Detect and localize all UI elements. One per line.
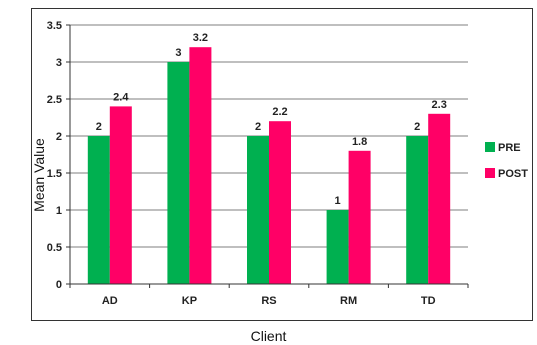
- data-label: 1: [335, 195, 341, 207]
- bar-post-rm: [348, 150, 371, 284]
- data-label: 3.2: [193, 32, 208, 44]
- bars: 2 2.4 3 3.2 2 2.2 1 1.8 2 2.3: [87, 32, 451, 285]
- bar-post-rs: [269, 121, 291, 284]
- data-label: 2.3: [432, 99, 447, 111]
- y-tick-label: 1.5: [47, 168, 62, 180]
- legend-swatch-post: [485, 168, 495, 178]
- data-label: 2: [255, 121, 261, 133]
- data-label: 1.8: [352, 136, 367, 148]
- y-tick-label: 3.5: [47, 20, 62, 32]
- y-tick-label: 1: [56, 205, 62, 217]
- data-label: 2: [96, 121, 102, 133]
- x-axis-title: Client: [250, 328, 287, 344]
- bar-pre-ad: [87, 136, 110, 284]
- data-label: 2: [414, 121, 420, 133]
- bar-pre-td: [406, 136, 429, 284]
- bar-pre-rs: [247, 136, 269, 284]
- y-tick-label: 0.5: [47, 242, 62, 254]
- legend: PRE POST: [485, 142, 528, 180]
- y-tick-label: 2: [56, 131, 62, 143]
- data-label: 2.2: [272, 106, 287, 118]
- data-label: 2.4: [113, 91, 129, 103]
- data-label: 3: [175, 47, 181, 59]
- bar-post-kp: [189, 47, 212, 285]
- x-tick-label: RM: [340, 295, 357, 307]
- y-tick-label: 0: [56, 279, 62, 291]
- gridlines: [70, 24, 468, 248]
- x-tick-label: AD: [102, 295, 118, 307]
- legend-label-pre: PRE: [498, 142, 521, 154]
- x-tick-label: TD: [421, 295, 436, 307]
- bar-pre-kp: [167, 62, 190, 284]
- y-tick-label: 2.5: [47, 94, 62, 106]
- legend-swatch-pre: [485, 142, 495, 152]
- y-tick-label: 3: [56, 57, 62, 69]
- x-tick-label: KP: [182, 295, 197, 307]
- bar-pre-rm: [326, 210, 349, 284]
- y-axis-title: Mean Value: [30, 138, 47, 212]
- legend-label-post: POST: [498, 168, 528, 180]
- bar-post-ad: [109, 106, 132, 285]
- x-tick-label: RS: [261, 295, 276, 307]
- axes: 0 0.5 1 1.5 2 2.5 3 3.5 AD KP RS RM TD: [47, 20, 469, 307]
- bar-post-td: [428, 113, 451, 284]
